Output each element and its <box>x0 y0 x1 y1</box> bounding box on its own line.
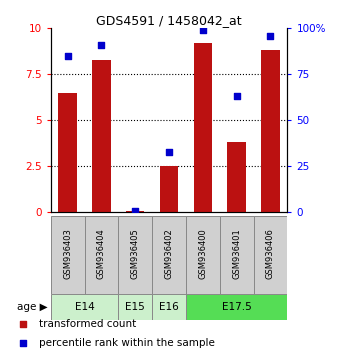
Text: GSM936401: GSM936401 <box>232 228 241 279</box>
Text: transformed count: transformed count <box>39 319 137 329</box>
Text: GSM936406: GSM936406 <box>266 228 275 279</box>
Text: GSM936402: GSM936402 <box>165 228 173 279</box>
Bar <box>58 93 77 212</box>
Point <box>20 341 26 346</box>
Bar <box>186 294 287 320</box>
Text: GSM936403: GSM936403 <box>63 228 72 279</box>
Title: GDS4591 / 1458042_at: GDS4591 / 1458042_at <box>96 14 242 27</box>
Point <box>65 53 70 59</box>
Bar <box>126 211 145 212</box>
Bar <box>186 216 220 294</box>
Text: GSM936404: GSM936404 <box>97 228 106 279</box>
Text: E16: E16 <box>159 302 179 312</box>
Point <box>200 27 206 33</box>
Bar <box>92 59 111 212</box>
Bar <box>51 216 84 294</box>
Bar <box>261 50 280 212</box>
Bar <box>254 216 287 294</box>
Text: percentile rank within the sample: percentile rank within the sample <box>39 338 215 348</box>
Text: E15: E15 <box>125 302 145 312</box>
Bar <box>193 43 212 212</box>
Bar <box>160 166 178 212</box>
Bar <box>220 216 254 294</box>
Bar <box>152 216 186 294</box>
Bar <box>118 216 152 294</box>
Bar <box>84 216 118 294</box>
Bar <box>152 294 186 320</box>
Point <box>20 321 26 327</box>
Text: age ▶: age ▶ <box>17 302 47 312</box>
Point <box>99 42 104 48</box>
Bar <box>118 294 152 320</box>
Point <box>132 208 138 213</box>
Point <box>234 93 239 99</box>
Bar <box>51 294 118 320</box>
Point <box>268 33 273 39</box>
Text: E17.5: E17.5 <box>222 302 251 312</box>
Bar <box>227 142 246 212</box>
Text: GSM936405: GSM936405 <box>131 228 140 279</box>
Point <box>166 149 172 154</box>
Text: E14: E14 <box>75 302 94 312</box>
Text: GSM936400: GSM936400 <box>198 228 207 279</box>
